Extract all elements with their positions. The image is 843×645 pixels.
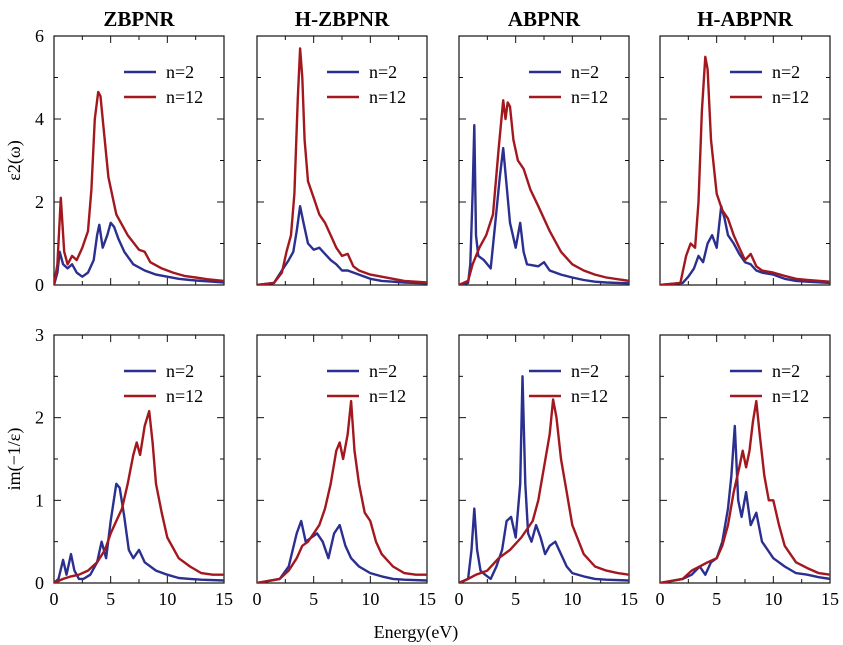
x-tick-label: 15 [418, 589, 436, 609]
x-tick-label: 15 [821, 589, 839, 609]
plot-frame [53, 35, 225, 286]
series-line-n2 [257, 204, 427, 285]
y-axis-label: im(−1/ε) [4, 428, 25, 491]
x-axis-label: Energy(eV) [374, 622, 459, 643]
legend-label: n=2 [166, 62, 194, 82]
series-line-n2 [660, 424, 830, 583]
x-tick-label: 5 [106, 589, 115, 609]
panel-title: ABPNR [508, 7, 581, 31]
series-line-n2 [660, 204, 830, 285]
panel-2: H-ZBPNR n=2 n=12 [256, 7, 428, 286]
y-tick-label: 1 [35, 490, 44, 510]
panel-title: H-ZBPNR [295, 7, 390, 31]
legend-label: n=12 [772, 386, 809, 406]
panel-title: H-ABPNR [697, 7, 793, 31]
legend-label: n=2 [571, 361, 599, 381]
legend-label: n=2 [772, 62, 800, 82]
series-line-n12 [660, 55, 830, 285]
x-tick-label: 15 [620, 589, 638, 609]
y-tick-label: 4 [35, 109, 44, 129]
y-tick-label: 0 [35, 275, 44, 295]
legend-label: n=12 [571, 386, 608, 406]
legend-label: n=12 [369, 386, 406, 406]
panel-3: ABPNR n=2 n=12 [458, 7, 630, 286]
y-tick-label: 6 [35, 26, 44, 46]
x-tick-label: 5 [309, 589, 318, 609]
x-tick-label: 0 [656, 589, 665, 609]
x-tick-label: 10 [764, 589, 782, 609]
panel-8: 0 5 10 15 n=2 n=12 [656, 334, 839, 609]
x-tick-label: 10 [563, 589, 581, 609]
legend-label: n=12 [369, 87, 406, 107]
legend-label: n=2 [369, 62, 397, 82]
series-line-n12 [54, 409, 224, 583]
legend-label: n=2 [772, 361, 800, 381]
x-tick-label: 10 [361, 589, 379, 609]
legend-label: n=12 [571, 87, 608, 107]
series-line-n2 [459, 375, 629, 583]
legend-label: n=12 [166, 386, 203, 406]
panel-5: 0 1 2 3 0 5 10 15 im(−1/ε) n=2 n=12 [4, 325, 233, 609]
series-line-n2 [257, 519, 427, 583]
legend-label: n=12 [772, 87, 809, 107]
plot-frame [256, 35, 428, 286]
series-line-n2 [54, 482, 224, 583]
series-line-n12 [459, 99, 629, 285]
panel-title: ZBPNR [103, 7, 175, 31]
legend-label: n=2 [166, 361, 194, 381]
y-tick-label: 0 [35, 573, 44, 593]
series-line-n2 [54, 221, 224, 285]
x-tick-label: 5 [511, 589, 520, 609]
panel-6: 0 5 10 15 n=2 n=12 [253, 334, 436, 609]
series-line-n2 [459, 123, 629, 285]
series-line-n12 [257, 399, 427, 583]
x-tick-label: 0 [50, 589, 59, 609]
series-line-n12 [54, 90, 224, 285]
x-tick-label: 10 [158, 589, 176, 609]
x-tick-label: 5 [712, 589, 721, 609]
y-tick-label: 3 [35, 325, 44, 345]
x-tick-label: 0 [253, 589, 262, 609]
panel-4: H-ABPNR n=2 n=12 [659, 7, 831, 286]
plot-frame [458, 35, 630, 286]
y-tick-label: 2 [35, 192, 44, 212]
series-line-n12 [660, 399, 830, 583]
panel-7: 0 5 10 15 n=2 n=12 [455, 334, 638, 609]
series-line-n12 [459, 398, 629, 583]
x-tick-label: 0 [455, 589, 464, 609]
plot-frame [659, 35, 831, 286]
panel-1: 0 2 4 6 ZBPNR ε2(ω) n=2 n=12 [4, 7, 225, 295]
panels: 0246ZBPNRε2(ω)n=2n=12H-ZBPNRn=2n=12ABPNR… [4, 7, 839, 609]
series-line-n12 [257, 47, 427, 285]
legend-label: n=2 [571, 62, 599, 82]
x-tick-label: 15 [215, 589, 233, 609]
y-axis-label: ε2(ω) [4, 140, 25, 180]
legend-label: n=2 [369, 361, 397, 381]
y-tick-label: 2 [35, 408, 44, 428]
legend-label: n=12 [166, 87, 203, 107]
